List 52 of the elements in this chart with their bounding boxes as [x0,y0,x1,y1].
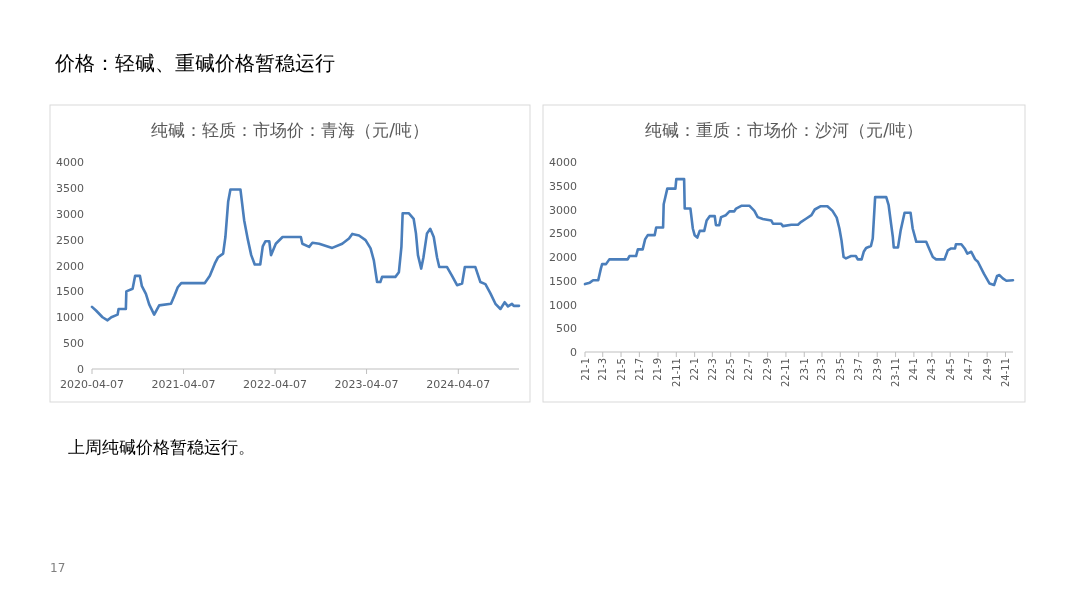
x-tick-label: 24-9 [981,358,993,381]
x-tick-label: 24-7 [963,358,975,381]
y-tick-label: 1500 [56,285,84,299]
x-tick-label: 23-3 [816,358,828,381]
y-tick-label: 0 [570,346,577,359]
x-tick-label: 21-9 [652,358,664,381]
x-tick-label: 21-7 [633,358,645,381]
y-tick-label: 0 [77,363,84,376]
x-tick-label: 2022-04-07 [243,378,307,391]
y-tick-label: 500 [556,322,577,336]
x-tick-label: 24-5 [944,358,956,381]
x-tick-label: 22-11 [780,358,792,388]
y-tick-label: 1000 [56,311,84,325]
x-tick-label: 23-7 [853,358,865,381]
x-tick-label: 22-5 [725,358,737,381]
y-tick-label: 1500 [549,274,577,288]
x-tick-label: 21-3 [597,358,609,381]
x-tick-label: 22-1 [689,358,701,381]
y-tick-label: 4000 [549,156,577,169]
y-tick-label: 2000 [56,259,84,273]
y-tick-label: 2500 [56,233,84,247]
text: 价格：轻碱、重碱价格暂稳运行 [54,51,335,75]
y-tick-label: 4000 [56,156,84,169]
text: 上周纯碱价格暂稳运行。 [68,437,255,457]
x-tick-label: 24-1 [908,358,920,381]
y-tick-label: 3500 [549,179,577,193]
x-tick-label: 21-11 [670,358,682,388]
chart-title: 纯碱：重质：市场价：沙河（元/吨） [645,120,923,140]
x-tick-label: 2020-04-07 [60,378,124,391]
x-tick-label: 2021-04-07 [151,378,216,391]
x-tick-label: 22-9 [762,358,774,381]
x-tick-label: 21-1 [579,358,591,381]
x-tick-label: 24-11 [999,358,1011,388]
text: 17 [50,561,66,575]
y-tick-label: 3000 [549,203,577,217]
x-tick-label: 2023-04-07 [334,378,399,391]
x-tick-label: 21-5 [615,358,627,381]
x-tick-label: 24-3 [926,358,938,381]
x-tick-label: 22-7 [743,358,755,381]
y-tick-label: 3000 [56,207,84,221]
x-tick-label: 23-1 [798,358,810,381]
x-tick-label: 23-11 [890,358,902,388]
x-tick-label: 23-5 [834,358,846,381]
y-tick-label: 1000 [549,298,577,312]
x-tick-label: 22-3 [706,358,718,381]
y-tick-label: 2500 [549,227,577,241]
y-tick-label: 500 [63,337,84,351]
x-tick-label: 23-9 [871,358,883,381]
y-tick-label: 2000 [549,251,577,264]
chart-title: 纯碱：轻质：市场价：青海（元/吨） [151,120,429,140]
y-tick-label: 3500 [56,181,84,195]
x-tick-label: 2024-04-07 [426,378,491,391]
